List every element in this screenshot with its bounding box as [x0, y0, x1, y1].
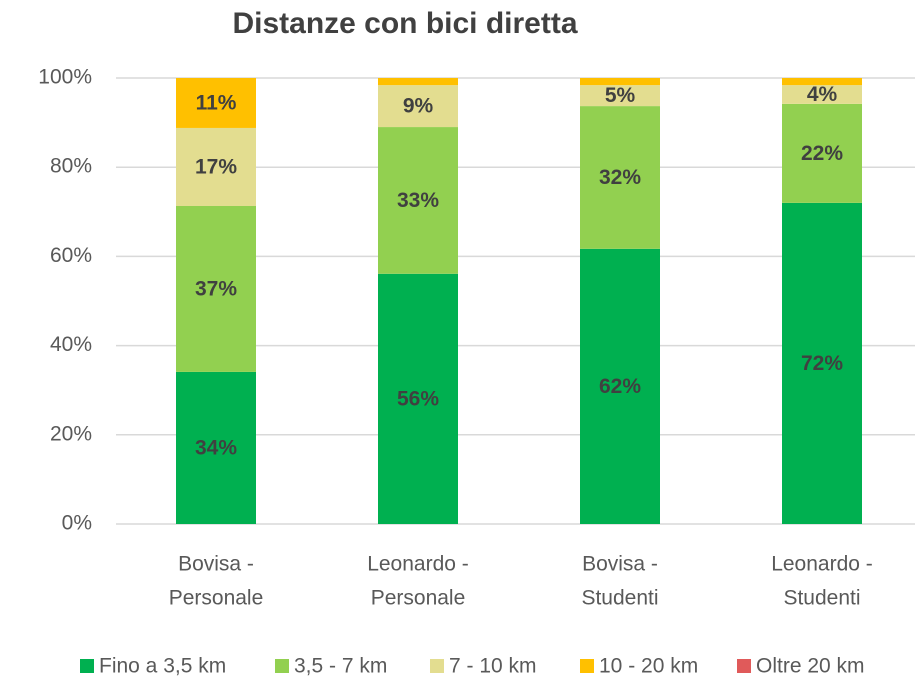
x-tick-label: Personale	[169, 587, 264, 610]
x-tick-label: Leonardo -	[367, 553, 469, 576]
x-tick-label: Personale	[371, 587, 466, 610]
legend-label: 7 - 10 km	[449, 655, 537, 678]
legend-swatch	[275, 659, 289, 673]
bar-segment	[782, 85, 862, 104]
bar-segment	[378, 78, 458, 86]
x-tick-label: Leonardo -	[771, 553, 873, 576]
y-tick-label: 40%	[50, 333, 92, 356]
bar-segment	[176, 78, 256, 128]
bar-segment	[176, 206, 256, 372]
bar-segment	[580, 78, 660, 86]
data-label: 72%	[801, 352, 843, 375]
data-label: 62%	[599, 375, 641, 398]
bar-segment	[378, 127, 458, 274]
data-label: 33%	[397, 189, 439, 212]
bar-segment	[580, 85, 660, 107]
chart-title: Distanze con bici diretta	[232, 7, 577, 40]
x-tick-label: Studenti	[581, 587, 658, 610]
data-label: 11%	[196, 92, 237, 115]
y-tick-label: 100%	[38, 66, 92, 89]
data-label: 22%	[801, 142, 843, 165]
legend-label: 10 - 20 km	[599, 655, 698, 678]
legend-swatch	[580, 659, 594, 673]
data-label: 37%	[195, 278, 237, 301]
x-tick-label: Bovisa -	[582, 553, 658, 576]
bar-segment	[176, 371, 256, 524]
y-tick-label: 20%	[50, 422, 92, 445]
data-label: 34%	[195, 437, 237, 460]
data-label: 5%	[605, 84, 636, 107]
legend-swatch	[737, 659, 751, 673]
bar-segment	[580, 106, 660, 249]
legend-label: Oltre 20 km	[756, 655, 865, 678]
data-label: 56%	[397, 387, 439, 410]
data-label: 32%	[599, 166, 641, 189]
legend-swatch	[430, 659, 444, 673]
x-tick-label: Bovisa -	[178, 553, 254, 576]
y-tick-label: 60%	[50, 244, 92, 267]
bar-segment	[378, 273, 458, 524]
bar-segment	[176, 127, 256, 207]
data-label: 4%	[807, 83, 838, 106]
legend-label: 3,5 - 7 km	[294, 655, 387, 678]
y-tick-label: 80%	[50, 155, 92, 178]
bar-segment	[378, 85, 458, 128]
legend-swatch	[80, 659, 94, 673]
legend-label: Fino a 3,5 km	[99, 655, 226, 678]
bar-segment	[782, 202, 862, 524]
bar-segment	[782, 103, 862, 203]
bar-segment	[580, 248, 660, 524]
x-tick-label: Studenti	[783, 587, 860, 610]
y-tick-label: 0%	[62, 512, 92, 535]
bar-segment	[782, 78, 862, 86]
data-label: 17%	[195, 156, 237, 179]
data-label: 9%	[403, 95, 434, 118]
